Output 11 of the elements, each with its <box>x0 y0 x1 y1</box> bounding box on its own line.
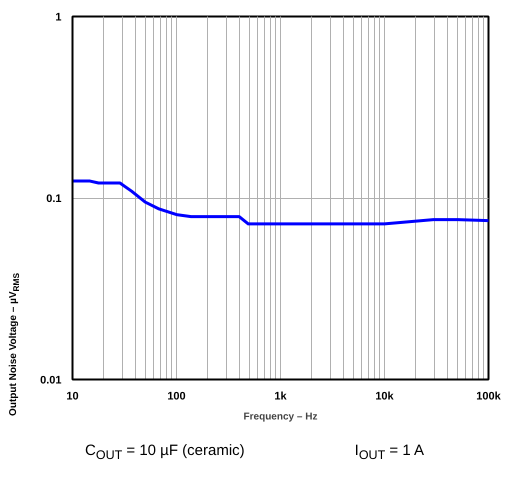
x-tick-label: 100k <box>476 390 502 402</box>
y-tick-label: 0.01 <box>40 374 62 386</box>
x-tick-label: 10 <box>66 390 79 402</box>
y-tick-label: 1 <box>55 12 62 24</box>
text: I$_{OUT}$ = 1 A <box>354 442 424 462</box>
x-tick-label: 1k <box>274 390 288 402</box>
y-tick-label: 0.1 <box>46 193 62 205</box>
text: C$_{OUT}$ = 10 µF (ceramic) <box>85 442 245 462</box>
x-axis-title: Frequency – Hz <box>244 412 318 422</box>
x-tick-label: 100 <box>167 390 186 402</box>
x-tick-label: 10k <box>375 390 395 402</box>
